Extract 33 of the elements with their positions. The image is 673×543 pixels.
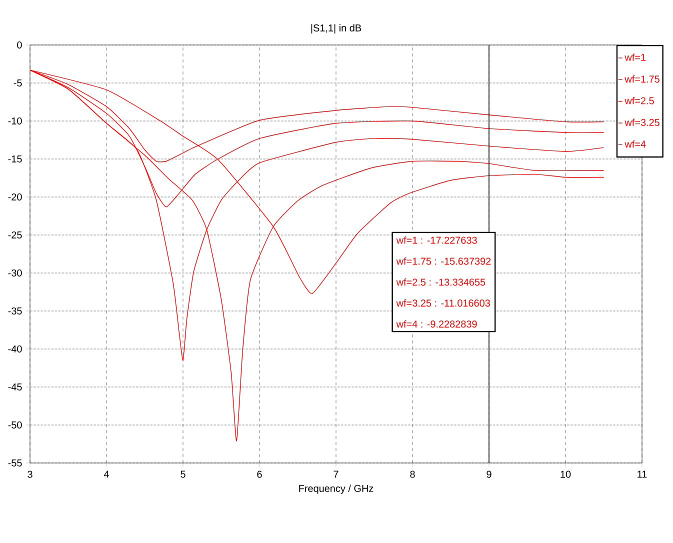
x-tick-label: 4 bbox=[104, 470, 109, 478]
y-tick-label: -45 bbox=[8, 384, 22, 390]
y-tick-label: -30 bbox=[8, 269, 22, 277]
annotation: wf=3.25 : -11.016603 bbox=[396, 299, 490, 307]
annotation: wf=4 : -9.2282839 bbox=[396, 320, 477, 328]
x-tick-label: 3 bbox=[28, 470, 32, 478]
y-tick-label: -35 bbox=[8, 307, 22, 315]
y-tick-label: -40 bbox=[8, 345, 22, 353]
x-tick-label: 9 bbox=[486, 470, 492, 478]
annotation: wf=2.5 : -13.334655 bbox=[396, 278, 486, 286]
legend-label: wf=4 bbox=[624, 140, 646, 148]
y-tick-label: -15 bbox=[8, 156, 22, 162]
x-tick-label: 11 bbox=[638, 470, 647, 478]
chart-title: |S1,1| in dB bbox=[311, 24, 362, 34]
y-tick-label: -50 bbox=[8, 421, 22, 429]
y-tick-label: -55 bbox=[8, 460, 22, 466]
x-tick-label: 6 bbox=[257, 470, 262, 478]
y-tick-label: -5 bbox=[14, 80, 22, 86]
legend-label: wf=2.5 bbox=[624, 96, 654, 104]
annotation: wf=1.75 : -15.637392 bbox=[396, 257, 491, 265]
y-tick-label: -25 bbox=[8, 231, 22, 239]
legend-label: wf=1.75 bbox=[624, 75, 660, 83]
x-axis-title: Frequency / GHz bbox=[299, 484, 374, 494]
x-tick-label: 5 bbox=[180, 470, 186, 478]
legend-label: wf=3.25 bbox=[624, 118, 660, 126]
y-tick-label: -10 bbox=[8, 117, 22, 125]
x-tick-label: 10 bbox=[560, 470, 571, 478]
x-tick-label: 7 bbox=[334, 470, 338, 478]
annotation: wf=1 : -17.227633 bbox=[396, 236, 477, 244]
y-tick-label: -20 bbox=[8, 193, 22, 201]
y-tick-label: 0 bbox=[17, 41, 22, 49]
legend-label: wf=1 bbox=[624, 54, 646, 61]
x-tick-label: 8 bbox=[410, 470, 415, 478]
